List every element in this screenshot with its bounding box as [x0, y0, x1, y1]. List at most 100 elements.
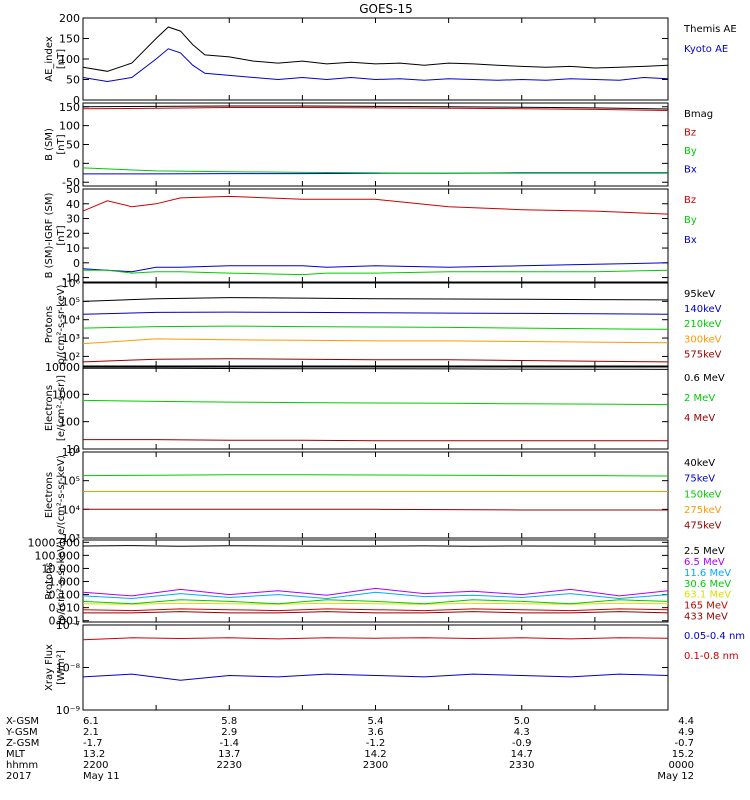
y-axis-label: AE_index [44, 36, 55, 82]
series-line-2 [82, 26, 669, 72]
footer-row-label: Y-GSM [5, 727, 38, 738]
footer-value: 4.9 [678, 727, 694, 738]
series-line-1 [82, 48, 669, 83]
series-line-3 [82, 195, 669, 215]
legend-entry: 0.1-0.8 nm [684, 651, 739, 662]
y-axis-label: Protons [44, 562, 55, 599]
legend-entry: 6.5 MeV [684, 557, 725, 568]
series-line-3 [82, 474, 669, 477]
series-line-2 [82, 399, 669, 406]
series-line-5 [82, 591, 669, 600]
series-line-2 [82, 338, 669, 345]
y-tick-label: 50 [66, 74, 80, 87]
legend-entry: Bz [684, 127, 696, 138]
footer-value: 2230 [217, 760, 242, 771]
y-axis-label: B (SM)-IGRF (SM) [44, 193, 55, 279]
footer-value: 2300 [363, 760, 388, 771]
panel-8: 10⁻⁹ 10⁻⁸ 10⁻⁷ Xray Flux [W/m²] 0.05-0.4 nm 0.… [44, 619, 745, 717]
legend-entry: 4 MeV [684, 413, 715, 424]
footer-value: 2330 [509, 760, 534, 771]
legend-entry: Bx [684, 235, 697, 246]
y-axis-label: Electrons [44, 385, 55, 431]
y-axis-label: Xray Flux [44, 644, 55, 691]
panel-5: 10 100 1000 10000 Electrons [e/(cm²-s-sr)] 0.6… [44, 361, 725, 456]
series-line-1 [83, 611, 669, 614]
legend-entry: 475keV [684, 521, 722, 532]
panel-7: 0.0010.0100.1001.00010.000100.0001000.00… [28, 536, 732, 627]
footer-row-label: hhmm [6, 760, 38, 771]
footer-value: 5.4 [368, 716, 384, 727]
legend-entry: 150keV [684, 489, 722, 500]
panel-frame [82, 188, 669, 283]
y-tick-label: 0.010 [49, 602, 81, 615]
footer-row-label: 2017 [6, 771, 31, 782]
panel-1: 0 50 100 150 200 AE_index [nT] Themis AE Kyoto A… [44, 12, 737, 107]
y-tick-label: 10 [66, 242, 80, 255]
series-line-1 [83, 439, 668, 442]
footer-value: 4.4 [678, 716, 694, 727]
legend-entry: 0.6 MeV [684, 373, 725, 384]
series-line-4 [82, 311, 669, 315]
series-line-3 [82, 602, 669, 605]
y-tick-label: 150 [59, 33, 80, 46]
y-tick-label: 30 [66, 213, 80, 226]
y-tick-label: 10⁻⁹ [56, 704, 80, 717]
series-line-1 [83, 508, 668, 511]
footer-value: 14.7 [511, 749, 533, 760]
legend-entry: 210keV [684, 319, 722, 330]
legend-entry: Bx [684, 164, 697, 175]
y-tick-label: -10 [62, 272, 80, 285]
series-line-1 [82, 262, 669, 273]
series-line-7 [82, 545, 669, 547]
legend-entry: 2 MeV [684, 393, 715, 404]
y-tick-label: 100 [59, 416, 80, 429]
footer-value: 2.9 [221, 727, 237, 738]
footer-value: 0000 [669, 760, 694, 771]
panel-4: 10² 10³ 10⁴ 10⁵ 10⁶ Protons p/(cm²-s-sr-keV) 95… [44, 277, 722, 367]
y-tick-label: 10⁶ [62, 446, 81, 459]
legend-entry: 165 MeV [684, 601, 728, 612]
y-tick-label: 40 [66, 198, 80, 211]
footer-row-label: Z-GSM [6, 738, 39, 749]
series-line-1 [82, 637, 669, 641]
y-tick-label: 10⁵ [62, 475, 80, 488]
legend-entry: 433 MeV [684, 612, 728, 623]
footer-value: May 11 [83, 771, 120, 782]
footer-row-label: X-GSM [6, 716, 39, 727]
y-axis-label: p/(cm²-s-sr-keV) [56, 284, 67, 364]
legend-entry: Bz [684, 195, 696, 206]
series-line-3 [82, 107, 669, 111]
y-tick-label: 10³ [62, 532, 80, 545]
footer-value: 15.2 [672, 749, 694, 760]
y-tick-label: -50 [62, 176, 80, 189]
series-line-4 [82, 599, 669, 605]
footer-value: 5.8 [221, 716, 237, 727]
footer-value: -0.9 [512, 738, 532, 749]
y-axis-label: [nT] [56, 134, 67, 154]
footer-value: 13.2 [83, 749, 105, 760]
y-tick-label: 10000 [45, 361, 80, 374]
footer-value: 13.7 [218, 749, 240, 760]
y-axis-label: e/(cm²-s-sr-keV) [56, 455, 67, 535]
panel-6: 10³ 10⁴ 10⁵ 10⁶ Electrons e/(cm²-s-sr-keV) 40k… [44, 446, 722, 545]
y-tick-label: 200 [59, 12, 80, 25]
y-tick-label: 0 [73, 257, 80, 270]
legend-entry: Themis AE [683, 24, 737, 35]
series-line-5 [82, 297, 669, 302]
y-axis-label: [nT] [56, 225, 67, 245]
y-axis-label: [nT] [56, 49, 67, 69]
footer-value: 2.1 [83, 727, 99, 738]
y-axis-label: [p/(cm²-s-sr-keV)] [56, 537, 67, 625]
footer-value: 2200 [83, 760, 108, 771]
series-line-2 [82, 167, 668, 174]
legend-entry: 40keV [684, 458, 715, 469]
y-tick-label: 1000.000 [28, 536, 81, 549]
legend-entry: 95keV [684, 289, 715, 300]
y-tick-label: 0.001 [49, 615, 81, 628]
y-tick-label: 0.100 [49, 589, 81, 602]
y-tick-label: 10 [66, 443, 80, 456]
legend-entry: 30.6 MeV [684, 579, 731, 590]
